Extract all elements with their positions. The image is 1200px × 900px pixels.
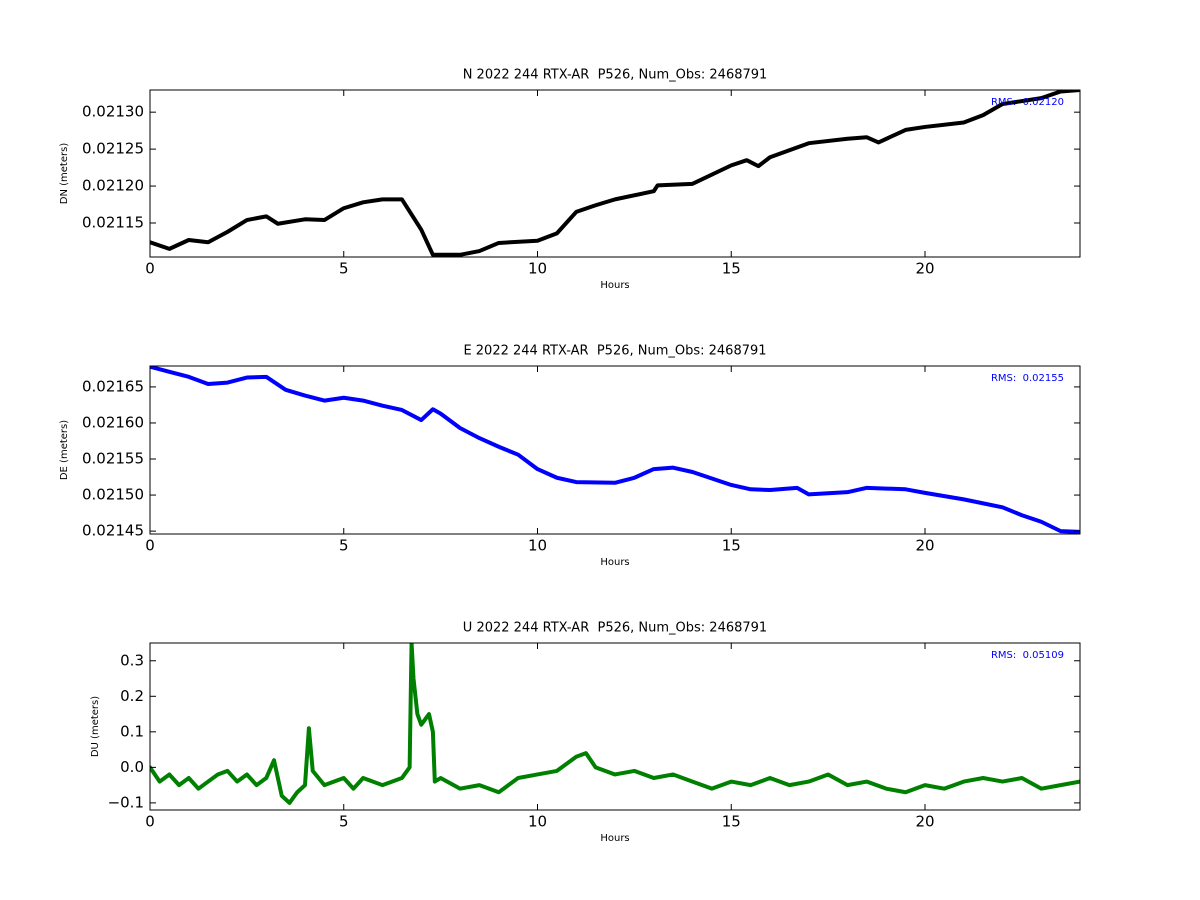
x-tick-label: 20 xyxy=(915,813,934,831)
data-line xyxy=(150,643,1080,805)
x-tick-label: 20 xyxy=(915,537,934,555)
chart-title: U 2022 244 RTX-AR P526, Num_Obs: 2468791 xyxy=(463,621,767,636)
y-tick-label: 0.02115 xyxy=(82,214,144,232)
x-tick-label: 15 xyxy=(722,813,741,831)
x-tick-label: 0 xyxy=(145,813,155,831)
rms-annotation: RMS: 0.02120 xyxy=(991,97,1064,108)
x-tick-label: 10 xyxy=(528,260,547,278)
y-tick-label: 0.02155 xyxy=(82,450,144,468)
rms-annotation: RMS: 0.02155 xyxy=(991,373,1064,384)
x-axis-label: Hours xyxy=(600,833,629,844)
x-tick-label: 5 xyxy=(339,813,349,831)
x-tick-label: 10 xyxy=(528,537,547,555)
data-line xyxy=(150,90,1080,257)
x-axis-label: Hours xyxy=(600,557,629,568)
plot-frame xyxy=(149,89,1081,258)
x-tick-label: 0 xyxy=(145,260,155,278)
y-tick-label: 0.02160 xyxy=(82,413,144,431)
y-tick-label: 0.02130 xyxy=(82,103,144,121)
y-tick-label: 0.02125 xyxy=(82,140,144,158)
y-tick-label: 0.1 xyxy=(120,722,144,740)
y-tick-label: 0.02145 xyxy=(82,522,144,540)
rms-annotation: RMS: 0.05109 xyxy=(991,650,1064,661)
x-tick-label: 15 xyxy=(722,260,741,278)
y-axis-label: DU (meters) xyxy=(90,696,101,757)
y-tick-label: 0.02150 xyxy=(82,486,144,504)
y-tick-label: 0.0 xyxy=(120,758,144,776)
x-tick-label: 0 xyxy=(145,537,155,555)
chart-title: E 2022 244 RTX-AR P526, Num_Obs: 2468791 xyxy=(463,344,766,359)
x-tick-label: 5 xyxy=(339,537,349,555)
y-tick-label: 0.02120 xyxy=(82,177,144,195)
x-tick-label: 15 xyxy=(722,537,741,555)
data-line xyxy=(150,366,1080,534)
y-tick-label: −0.1 xyxy=(108,793,144,811)
x-axis-label: Hours xyxy=(600,280,629,291)
x-tick-label: 5 xyxy=(339,260,349,278)
y-axis-label: DN (meters) xyxy=(59,143,70,205)
x-tick-label: 20 xyxy=(915,260,934,278)
y-tick-label: 0.2 xyxy=(120,687,144,705)
plot-frame xyxy=(149,365,1081,535)
x-tick-label: 10 xyxy=(528,813,547,831)
y-axis-label: DE (meters) xyxy=(59,420,70,480)
chart-title: N 2022 244 RTX-AR P526, Num_Obs: 2468791 xyxy=(463,68,768,83)
y-tick-label: 0.02165 xyxy=(82,377,144,395)
plot-frame xyxy=(149,642,1081,811)
y-tick-label: 0.3 xyxy=(120,651,144,669)
